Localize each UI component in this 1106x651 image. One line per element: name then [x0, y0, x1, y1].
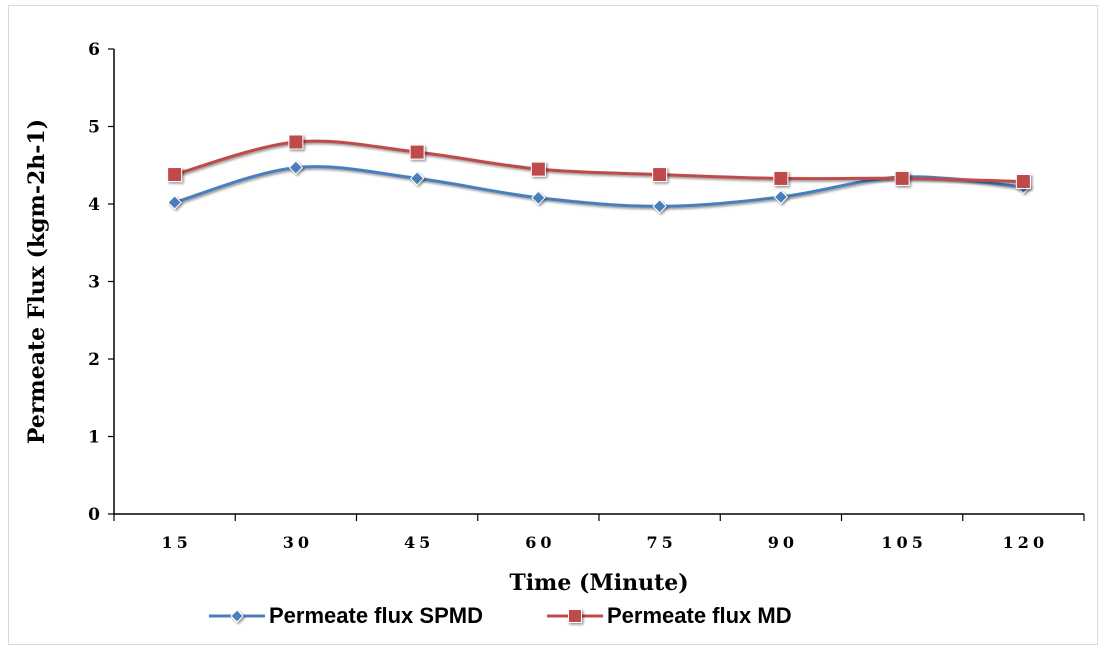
y-tick-label: 5: [88, 118, 100, 138]
data-point-diamond: [531, 190, 546, 206]
legend-item: Permeate flux MD: [547, 603, 792, 628]
y-tick-label: 3: [88, 273, 100, 293]
data-point-square: [1015, 174, 1031, 190]
data-point-square: [530, 161, 546, 177]
x-axis-ticks: 15 30 45 60 75 90 105 120: [113, 514, 1085, 552]
x-tick-label: 90: [768, 533, 798, 552]
series-1: [167, 160, 1031, 214]
legend-label: Permeate flux MD: [607, 603, 792, 628]
y-tick-label: 4: [88, 195, 100, 215]
data-point-square: [167, 167, 183, 183]
data-point-diamond: [773, 189, 789, 205]
x-tick-label: 105: [881, 533, 926, 552]
legend-marker-square: [568, 609, 582, 623]
x-tick-label: 15: [161, 533, 191, 552]
x-tick-label: 120: [1003, 533, 1048, 552]
y-axis-title: Permeate Flux (kgm-2h-1): [24, 119, 50, 444]
data-point-diamond: [652, 199, 667, 214]
axes: [113, 49, 1084, 515]
x-tick-label: 75: [646, 533, 676, 552]
legend-label: Permeate flux SPMD: [269, 603, 483, 628]
data-point-diamond: [288, 160, 304, 175]
series-2: [167, 134, 1031, 190]
x-tick-label: 30: [283, 533, 313, 552]
x-tick-label: 45: [404, 533, 434, 552]
x-axis-title: Time (Minute): [509, 570, 688, 596]
data-point-square: [409, 144, 425, 160]
data-point-square: [894, 170, 910, 186]
data-point-square: [773, 170, 789, 186]
data-point-square: [652, 167, 668, 183]
x-tick-label: 60: [525, 533, 555, 552]
y-axis-ticks: 0 1 2 3 4 5 6: [88, 40, 114, 525]
data-point-diamond: [167, 195, 182, 210]
data-point-square: [288, 134, 304, 150]
data-point-diamond: [409, 171, 425, 186]
y-tick-label: 6: [88, 40, 100, 60]
series-layer: [167, 134, 1031, 214]
series-line: [174, 139, 1024, 184]
y-tick-label: 1: [88, 428, 100, 448]
y-tick-label: 0: [88, 505, 100, 525]
legend: Permeate flux SPMD Permeate flux MD: [209, 603, 792, 628]
y-tick-label: 2: [88, 350, 100, 370]
legend-item: Permeate flux SPMD: [209, 603, 483, 628]
legend-marker-diamond: [230, 609, 244, 623]
